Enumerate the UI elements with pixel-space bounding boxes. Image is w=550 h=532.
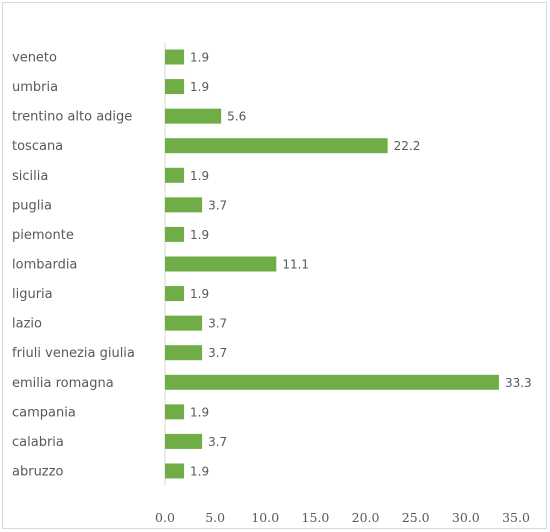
x-tick-label: 25.0 (402, 510, 430, 525)
data-label: 11.1 (282, 257, 309, 271)
category-label: liguria (12, 287, 53, 302)
category-label: calabria (12, 435, 64, 450)
bar (165, 345, 203, 361)
data-label: 22.2 (394, 139, 421, 153)
data-label: 1.9 (190, 51, 209, 65)
data-label: 3.7 (208, 317, 227, 331)
category-label: lombardia (12, 257, 77, 272)
data-label: 1.9 (190, 464, 209, 478)
x-tick-label: 0.0 (155, 510, 175, 525)
data-label: 1.9 (190, 80, 209, 94)
bar (165, 315, 203, 331)
bar (165, 79, 185, 95)
category-label: campania (12, 405, 76, 420)
bar (165, 433, 203, 449)
x-tick-label: 35.0 (502, 510, 530, 525)
category-label: lazio (12, 317, 42, 332)
x-tick-label: 10.0 (251, 510, 279, 525)
x-tick-label: 5.0 (205, 510, 225, 525)
bar (165, 286, 185, 302)
data-label: 1.9 (190, 228, 209, 242)
bar (165, 197, 203, 213)
category-label: toscana (12, 139, 63, 154)
data-label: 3.7 (208, 435, 227, 449)
category-label: sicilia (12, 169, 48, 184)
data-label: 3.7 (208, 198, 227, 212)
bar (165, 374, 499, 390)
bar (165, 404, 185, 420)
category-label: friuli venezia giulia (12, 346, 135, 361)
x-tick-label: 30.0 (452, 510, 480, 525)
bar (165, 256, 277, 272)
category-label: trentino alto adige (12, 110, 132, 125)
bar (165, 226, 185, 242)
data-label: 33.3 (505, 376, 532, 390)
category-label: emilia romagna (12, 376, 114, 391)
x-tick-label: 15.0 (302, 510, 330, 525)
category-label: umbria (12, 80, 58, 95)
category-label: piemonte (12, 228, 74, 243)
data-label: 1.9 (190, 287, 209, 301)
data-label: 3.7 (208, 346, 227, 360)
bar (165, 167, 185, 183)
data-label: 1.9 (190, 405, 209, 419)
data-label: 5.6 (227, 110, 246, 124)
category-label: puglia (12, 198, 52, 213)
bar (165, 108, 222, 124)
bar (165, 463, 185, 479)
bar (165, 138, 388, 154)
bar (165, 49, 185, 65)
x-tick-label: 20.0 (352, 510, 380, 525)
category-label: abruzzo (12, 464, 63, 479)
data-label: 1.9 (190, 169, 209, 183)
category-label: veneto (12, 51, 57, 66)
